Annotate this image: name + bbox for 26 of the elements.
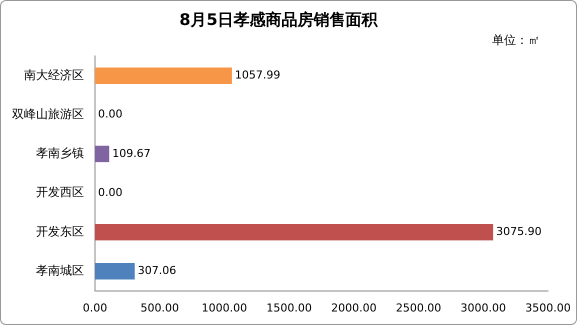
data-label: 1057.99 bbox=[234, 68, 280, 82]
data-label: 0.00 bbox=[98, 186, 122, 199]
x-tick-label: 2500.00 bbox=[396, 301, 442, 314]
bar bbox=[95, 224, 494, 240]
x-tick-label: 1000.00 bbox=[202, 301, 248, 314]
y-tick-label: 南大经济区 bbox=[24, 68, 84, 82]
bar bbox=[95, 68, 232, 84]
y-tick-label: 孝南乡镇 bbox=[36, 146, 84, 160]
chart-title: 8月5日孝感商品房销售面积 bbox=[179, 10, 379, 29]
text: 单位：㎡ bbox=[492, 33, 540, 48]
x-tick-label: 3500.00 bbox=[525, 301, 571, 314]
y-tick-label: 孝南城区 bbox=[36, 263, 84, 278]
bar bbox=[95, 263, 135, 280]
data-label: 0.00 bbox=[98, 108, 122, 121]
data-label: 307.06 bbox=[138, 264, 176, 278]
x-tick-label: 1500.00 bbox=[266, 301, 312, 314]
x-tick-label: 2000.00 bbox=[331, 301, 377, 314]
y-tick-label: 开发东区 bbox=[36, 224, 84, 238]
data-label: 3075.90 bbox=[496, 225, 542, 238]
y-tick-label: 开发西区 bbox=[36, 185, 84, 200]
y-tick-label: 双峰山旅游区 bbox=[12, 106, 84, 121]
data-label: 109.67 bbox=[112, 146, 151, 160]
bar bbox=[95, 146, 110, 162]
x-tick-label: 500.00 bbox=[140, 301, 179, 314]
x-tick-label: 3000.00 bbox=[460, 301, 506, 314]
x-tick-label: 0.00 bbox=[82, 301, 108, 314]
